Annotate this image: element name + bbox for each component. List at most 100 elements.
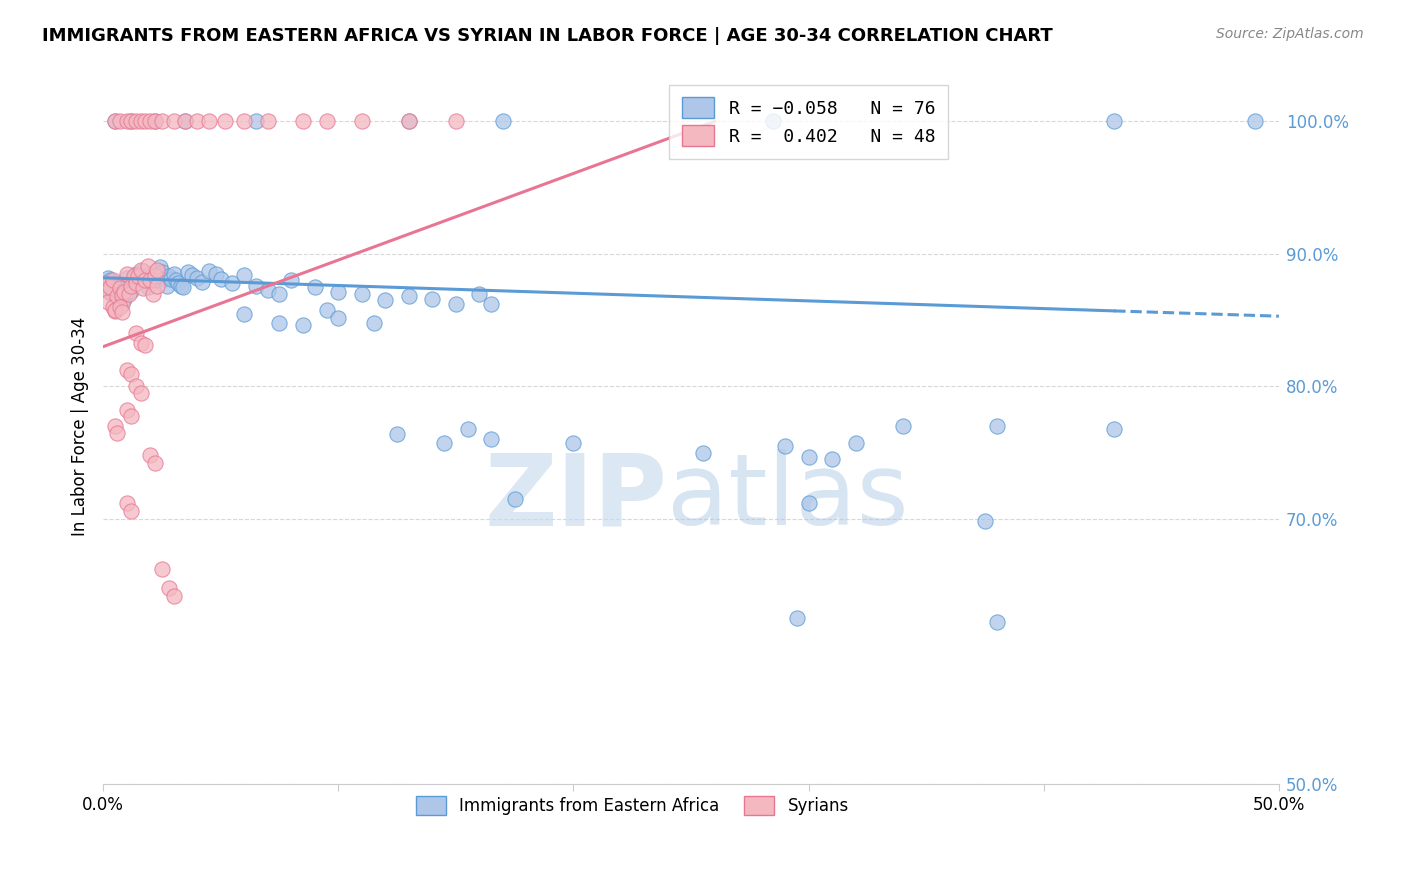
Point <box>181 268 204 282</box>
Point <box>363 316 385 330</box>
Point <box>385 427 408 442</box>
Point <box>315 302 337 317</box>
Point <box>115 496 138 510</box>
Point <box>122 269 145 284</box>
Point <box>163 589 186 603</box>
Point <box>111 297 134 311</box>
Point <box>350 114 373 128</box>
Point <box>269 286 291 301</box>
Point <box>94 277 117 292</box>
Point <box>398 289 420 303</box>
Point <box>150 562 173 576</box>
Point <box>136 259 159 273</box>
Point <box>198 114 221 128</box>
Point <box>157 581 180 595</box>
Point <box>233 268 256 282</box>
Point <box>974 515 997 529</box>
Point <box>315 114 337 128</box>
Point <box>120 409 142 423</box>
Point <box>101 278 124 293</box>
Point <box>468 286 491 301</box>
Point <box>104 114 127 128</box>
Point <box>108 114 131 128</box>
Point <box>986 615 1008 629</box>
Point <box>104 419 127 434</box>
Point <box>112 283 135 297</box>
Point <box>174 114 197 128</box>
Point <box>986 419 1008 434</box>
Point <box>163 114 186 128</box>
Point <box>186 114 208 128</box>
Point <box>129 386 152 401</box>
Point <box>104 276 127 290</box>
Point <box>120 278 142 293</box>
Point <box>444 297 467 311</box>
Point <box>773 439 796 453</box>
Point <box>160 272 183 286</box>
Point <box>433 436 456 450</box>
Text: atlas: atlas <box>668 450 910 546</box>
Point <box>198 264 221 278</box>
Point <box>111 278 134 293</box>
Point <box>115 270 138 285</box>
Point <box>139 273 162 287</box>
Point <box>105 289 128 303</box>
Point <box>143 273 166 287</box>
Point <box>134 273 156 287</box>
Point <box>134 273 156 287</box>
Point <box>562 436 585 450</box>
Point <box>129 269 152 284</box>
Point <box>115 285 138 300</box>
Point <box>786 611 808 625</box>
Point <box>139 448 162 462</box>
Point <box>101 300 124 314</box>
Point <box>108 280 131 294</box>
Point <box>146 263 169 277</box>
Point <box>156 278 179 293</box>
Point <box>479 433 502 447</box>
Point <box>127 269 149 284</box>
Point <box>821 452 844 467</box>
Point <box>143 269 166 284</box>
Legend: Immigrants from Eastern Africa, Syrians: Immigrants from Eastern Africa, Syrians <box>406 786 859 825</box>
Point <box>125 379 148 393</box>
Point <box>104 114 127 128</box>
Point <box>177 265 200 279</box>
Point <box>141 269 163 284</box>
Point <box>209 272 232 286</box>
Point <box>233 307 256 321</box>
Text: Source: ZipAtlas.com: Source: ZipAtlas.com <box>1216 27 1364 41</box>
Point <box>112 285 135 300</box>
Point <box>150 114 173 128</box>
Point <box>292 114 315 128</box>
Point <box>105 425 128 440</box>
Point <box>111 288 134 302</box>
Point <box>139 267 162 281</box>
Point <box>797 450 820 464</box>
Point <box>304 280 326 294</box>
Point <box>132 281 155 295</box>
Point <box>105 280 128 294</box>
Point <box>269 316 291 330</box>
Point <box>98 285 121 300</box>
Point <box>170 278 193 293</box>
Point <box>797 496 820 510</box>
Point <box>108 300 131 314</box>
Point <box>457 422 479 436</box>
Point <box>97 270 120 285</box>
Text: ZIP: ZIP <box>485 450 668 546</box>
Point <box>245 278 267 293</box>
Point <box>374 293 396 308</box>
Point <box>350 286 373 301</box>
Point <box>111 288 134 302</box>
Point <box>101 273 124 287</box>
Point <box>111 305 134 319</box>
Point <box>104 304 127 318</box>
Point <box>221 276 243 290</box>
Point <box>1104 114 1126 128</box>
Point <box>115 403 138 417</box>
Point <box>97 283 120 297</box>
Point <box>122 277 145 292</box>
Point <box>503 491 526 506</box>
Point <box>122 270 145 285</box>
